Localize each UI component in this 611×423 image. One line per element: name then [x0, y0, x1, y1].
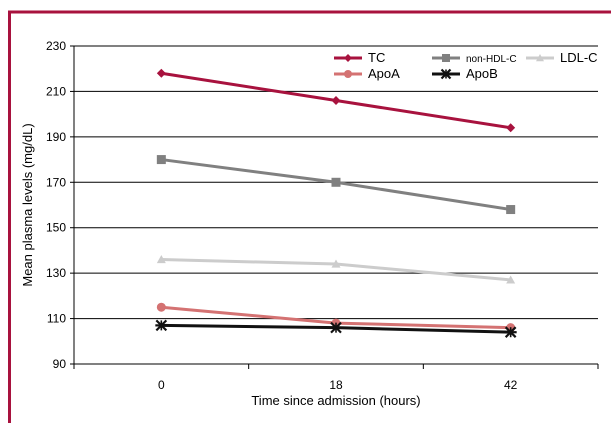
data-series — [155, 68, 517, 338]
data-point-marker — [331, 177, 341, 187]
legend-item-ldl-c: LDL-C — [526, 50, 598, 65]
y-tick-label: 110 — [47, 312, 66, 326]
data-point-marker — [156, 155, 166, 165]
y-tick-label: 190 — [46, 130, 66, 144]
series-non-hdl-c — [156, 155, 516, 215]
data-point-marker — [442, 54, 450, 62]
legend-label: non-HDL-C — [466, 54, 517, 65]
x-tick-labels: 0 18 42 — [158, 378, 518, 392]
data-point-marker — [331, 259, 341, 268]
data-point-marker — [331, 96, 341, 106]
x-tick-label: 0 — [158, 378, 165, 392]
legend-label: ApoB — [466, 66, 498, 81]
y-tick-label: 150 — [46, 221, 66, 235]
data-point-marker — [155, 319, 168, 332]
axes — [70, 45, 599, 369]
legend-item-tc: TC — [334, 50, 385, 65]
series-apob — [155, 319, 517, 338]
series-tc — [156, 68, 516, 133]
y-tick-label: 210 — [46, 84, 66, 98]
y-tick-label: 130 — [46, 266, 66, 280]
data-point-marker — [344, 70, 352, 78]
data-point-marker — [506, 123, 516, 133]
data-point-marker — [344, 54, 352, 62]
y-tick-labels: 90 110 130 150 170 190 210 230 — [46, 39, 66, 371]
x-tick-label: 18 — [329, 378, 343, 392]
data-point-marker — [506, 205, 516, 215]
data-point-marker — [156, 68, 166, 78]
legend-label: TC — [368, 50, 385, 65]
legend-item-apob: ApoB — [432, 66, 498, 81]
legend-item-apoa: ApoA — [334, 66, 400, 81]
y-axis-title: Mean plasma levels (mg/dL) — [20, 123, 35, 286]
data-point-marker — [156, 255, 166, 264]
legend: TC non-HDL-C LDL-C ApoA ApoB — [334, 50, 598, 81]
data-point-marker — [330, 321, 342, 334]
x-axis-title: Time since admission (hours) — [251, 393, 420, 408]
legend-label: LDL-C — [560, 50, 598, 65]
data-point-marker — [536, 54, 544, 62]
series-ldl-c — [156, 255, 516, 284]
y-tick-label: 90 — [53, 357, 67, 371]
y-tick-label: 230 — [46, 39, 66, 53]
data-point-marker — [506, 275, 516, 284]
y-tick-label: 170 — [46, 175, 66, 189]
legend-item-non-hdl-c: non-HDL-C — [432, 54, 517, 65]
legend-label: ApoA — [368, 66, 400, 81]
data-point-marker — [504, 326, 517, 338]
data-point-marker — [440, 68, 452, 80]
x-tick-label: 42 — [504, 378, 518, 392]
data-point-marker — [156, 302, 166, 312]
